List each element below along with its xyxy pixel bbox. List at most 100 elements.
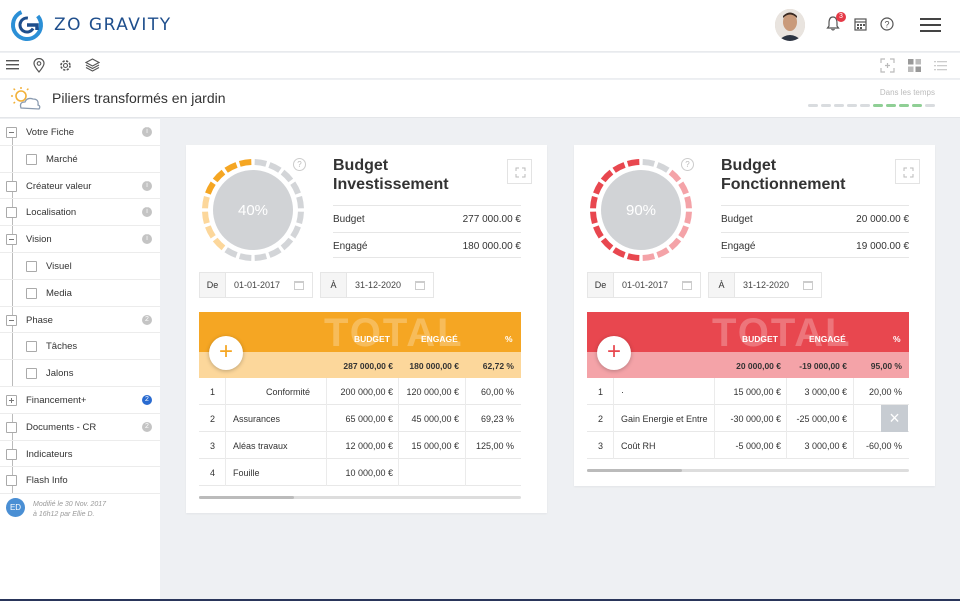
gauge-segment [238,159,252,167]
calendar-icon[interactable] [854,17,867,31]
gauge-segment [612,247,626,258]
checkbox[interactable] [6,475,17,487]
sidebar-item-1[interactable]: Marché [0,146,160,173]
sidebar-item-label: Flash Info [26,475,68,487]
row-pct: 69,23 % [480,414,514,424]
close-row-icon[interactable]: × [881,405,908,432]
toolbar [0,53,960,79]
gauge-segment [202,195,210,209]
focus-icon[interactable] [880,58,895,73]
grid-view-icon[interactable] [907,58,922,73]
editor-avatar: ED [6,498,25,517]
date-from-field[interactable]: De 01-01-2017 [199,272,313,298]
table-row[interactable]: 1 · 15 000,00 € 3 000,00 € 20,00 % [587,378,909,405]
hamburger-icon[interactable] [6,58,20,72]
sidebar-item-13[interactable]: Flash Info [0,467,160,495]
sidebar-item-label: Media [46,287,72,299]
row-budget: 200 000,00 € [340,387,393,397]
collapse-icon[interactable] [6,314,17,326]
gauge-segment [593,181,604,195]
table-row[interactable]: 3 Coût RH -5 000,00 € 3 000,00 € -60,00 % [587,432,909,459]
collapse-icon[interactable] [6,127,17,138]
date-from-field[interactable]: De 01-01-2017 [587,272,701,298]
row-engage: 45 000,00 € [411,414,459,424]
calendar-icon [682,281,692,290]
checkbox[interactable] [6,421,17,433]
add-line-button[interactable]: + [597,336,631,370]
checkbox[interactable] [26,287,37,299]
help-icon[interactable]: ? [293,158,306,171]
gravity-logo-icon[interactable] [10,8,44,42]
sidebar-item-3[interactable]: Localisation i [0,199,160,227]
list-view-icon[interactable] [933,58,948,73]
sidebar-item-label: Phase [26,314,53,326]
sidebar: Votre Fiche i Marché Créateur valeur i Locali… [0,119,160,601]
layers-icon[interactable] [85,58,100,72]
add-line-button[interactable]: + [209,336,243,370]
gauge-segment [280,169,294,183]
main-menu-icon[interactable] [920,16,942,34]
collapse-icon[interactable] [6,234,17,246]
horizontal-scrollbar[interactable] [199,496,521,499]
table-row[interactable]: 2 Assurances 65 000,00 € 45 000,00 € 69,23 % [199,405,521,432]
sidebar-item-0[interactable]: Votre Fiche i [0,119,160,146]
help-icon[interactable]: ? [880,17,894,31]
sidebar-badge: i [142,207,152,218]
sidebar-badge: i [142,127,152,137]
sidebar-item-label: Votre Fiche [26,127,75,138]
sidebar-item-label: Jalons [46,368,74,380]
gauge-segment [684,211,692,225]
table-row[interactable]: 2 Gain Energie et Entre -30 000,00 € -25 00… [587,405,909,432]
edited-by: à 16h12 par Ellie D. [33,511,95,518]
settings-gear-icon[interactable] [58,58,73,73]
calendar-icon [415,281,425,290]
map-pin-icon[interactable] [33,58,45,73]
gauge-segment [626,159,640,167]
expand-icon[interactable] [6,394,17,406]
expand-icon[interactable] [895,159,920,184]
gauge-segment [296,195,304,209]
gauge-segment [593,225,604,239]
row-name: Conformité [266,387,311,397]
table-row[interactable]: 4 Fouille 10 000,00 € [199,459,521,486]
timeline-progress [808,104,935,107]
table-header: TOTAL BUDGET ENGAGÉ% [199,311,521,355]
sidebar-item-2[interactable]: Créateur valeur i [0,173,160,200]
sidebar-item-10[interactable]: Financement+ 2 [0,386,160,414]
checkbox[interactable] [26,153,37,165]
sidebar-item-7[interactable]: Phase 2 [0,307,160,334]
sidebar-item-8[interactable]: Tâches [0,333,160,361]
row-index: 1 [598,387,604,397]
gauge-segment [296,211,304,225]
gauge-segment [268,162,282,173]
budget-row: Budget 20 000.00 € [721,205,909,231]
sidebar-item-5[interactable]: Visuel [0,253,160,280]
checkbox[interactable] [6,180,17,192]
row-index: 2 [210,414,216,424]
date-to-field[interactable]: À 31-12-2020 [708,272,822,298]
checkbox[interactable] [6,448,17,460]
row-name: · [621,387,624,397]
checkbox[interactable] [26,368,37,380]
sidebar-item-4[interactable]: Vision i [0,226,160,253]
sidebar-item-11[interactable]: Documents - CR 2 [0,414,160,441]
checkbox[interactable] [26,260,37,272]
notifications-bell-icon[interactable] [826,16,840,31]
help-icon[interactable]: ? [681,158,694,171]
expand-icon[interactable] [507,159,532,184]
table-watermark: TOTAL [712,311,852,355]
sidebar-item-9[interactable]: Jalons [0,360,160,387]
notification-count-badge: 3 [836,12,846,22]
date-to-field[interactable]: À 31-12-2020 [320,272,434,298]
gauge-segment [668,237,682,251]
table-row[interactable]: 1 Conformité 200 000,00 € 120 000,00 € 60,00… [199,378,521,405]
table-watermark: TOTAL [324,311,464,355]
table-row[interactable]: 3 Aléas travaux 12 000,00 € 15 000,00 € 125,… [199,432,521,459]
user-avatar[interactable] [775,9,805,41]
sidebar-item-6[interactable]: Media [0,280,160,307]
checkbox[interactable] [26,341,37,353]
horizontal-scrollbar[interactable] [587,469,909,472]
sidebar-item-12[interactable]: Indicateurs [0,441,160,468]
row-name: Assurances [233,414,281,424]
checkbox[interactable] [6,207,17,219]
